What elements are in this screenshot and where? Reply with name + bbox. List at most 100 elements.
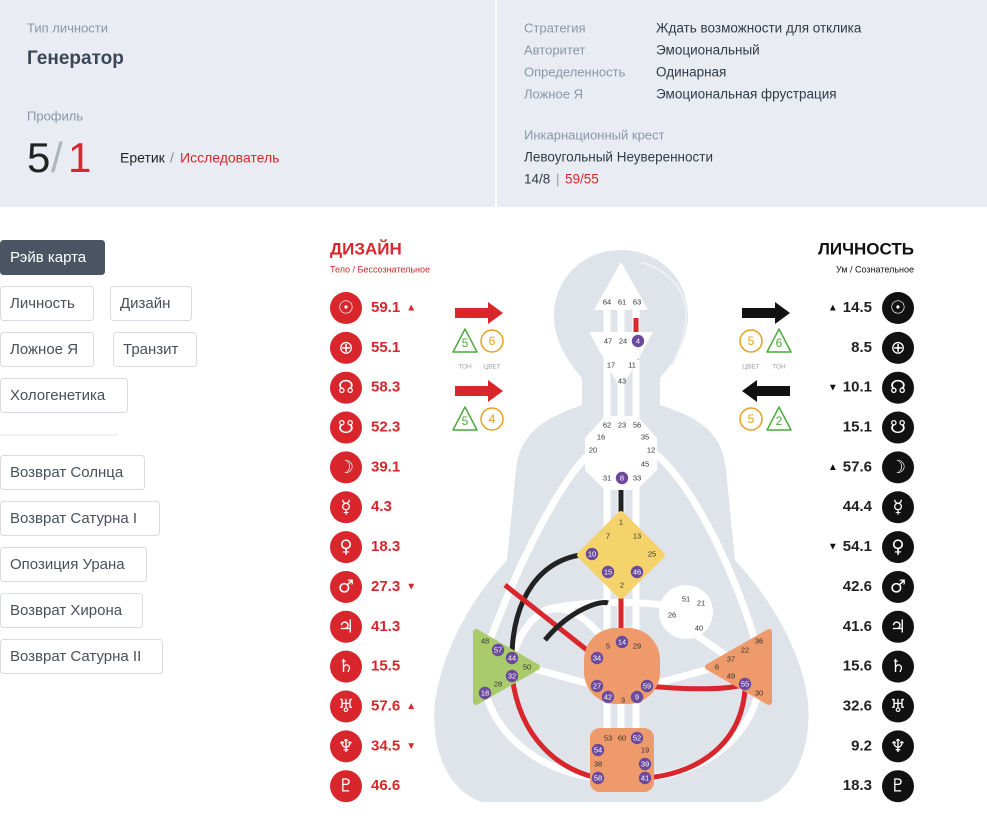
gate-number: 21	[697, 598, 705, 607]
menu-button[interactable]: Возврат Сатурна II	[0, 639, 163, 674]
personality-value: 10.1	[843, 379, 872, 396]
menu-button[interactable]: Личность	[0, 286, 94, 321]
design-planet-glyph: ☿	[340, 497, 351, 518]
button-label: Личность	[10, 295, 75, 312]
gate-number: 12	[647, 445, 655, 454]
menu-button[interactable]: Хологенетика	[0, 378, 128, 413]
gate-active-marker	[615, 635, 629, 649]
personality-value: 15.6	[843, 658, 872, 675]
menu: Рэйв карта Личность Дизайн Ложное Я Транзит Х…	[0, 240, 197, 674]
gate-active-marker	[631, 334, 645, 348]
color-circle	[480, 407, 504, 431]
tone-value: 5	[462, 336, 469, 350]
gate-number: 5	[606, 641, 610, 650]
tone-triangle	[452, 406, 478, 431]
design-value: 59.1	[371, 299, 400, 316]
button-label: Ложное Я	[10, 341, 78, 358]
personality-planet-icon	[882, 371, 914, 404]
design-planet-icon	[330, 770, 362, 803]
gate-number: 25	[648, 549, 656, 558]
ego-center	[659, 585, 713, 639]
personality-planet-glyph: ♅	[890, 696, 906, 717]
tone-value: 5	[462, 414, 469, 428]
gate-active-marker	[601, 690, 615, 704]
design-planet-icon	[330, 451, 362, 484]
personality-planet-icon	[882, 770, 914, 803]
personality-arrow	[742, 380, 790, 402]
gate-active-marker	[601, 565, 615, 579]
gate-active-marker	[585, 547, 599, 561]
solar-plexus-center	[705, 629, 772, 705]
menu-button[interactable]: Опозиция Урана	[0, 547, 147, 582]
type-label: Тип личности	[27, 20, 108, 35]
personality-arrow-mark: ▼	[828, 542, 838, 553]
menu-button[interactable]: Возврат Сатурна I	[0, 501, 160, 536]
personality-planet-icon	[882, 610, 914, 643]
color-circle	[480, 329, 504, 353]
channel	[523, 663, 601, 690]
gate-number: 52	[633, 733, 641, 742]
design-planet-glyph: ♂	[338, 576, 354, 597]
design-value: 4.3	[371, 498, 392, 515]
personality-planet-glyph: ⊕	[890, 337, 905, 358]
personality-value: 42.6	[843, 578, 872, 595]
color-label: ЦВЕТ	[483, 364, 500, 371]
gate-number: 14	[618, 637, 626, 646]
gate-number: 1	[619, 517, 623, 526]
menu-button[interactable]: Рэйв карта	[0, 240, 105, 275]
button-bg	[0, 593, 143, 628]
gate-number: 35	[641, 432, 649, 441]
gate-number: 9	[635, 692, 639, 701]
design-planet-glyph: ♄	[338, 656, 354, 677]
detail-label: Авторитет	[524, 42, 585, 57]
gate-number: 33	[633, 473, 641, 482]
menu-button[interactable]: Ложное Я	[0, 332, 94, 367]
color-circle	[739, 329, 763, 353]
button-bg	[0, 501, 160, 536]
head-center	[594, 262, 648, 310]
gate-number: 57	[494, 645, 502, 654]
profile-slash: /	[51, 134, 63, 181]
gate-number: 16	[597, 432, 605, 441]
gate-number: 46	[633, 567, 641, 576]
channel-active	[509, 551, 593, 659]
detail-label: Определенность	[524, 64, 626, 79]
design-planet-icon	[330, 610, 362, 643]
tone-label: ТОН	[458, 364, 472, 371]
button-label: Рэйв карта	[10, 249, 87, 266]
gate-number: 59	[643, 681, 651, 690]
gate-active-marker	[505, 651, 519, 665]
design-value: 57.6	[371, 697, 400, 714]
design-planet-glyph: ♇	[338, 776, 354, 797]
gate-number: 44	[508, 653, 516, 662]
gate-number: 32	[508, 671, 516, 680]
gate-number: 23	[618, 420, 626, 429]
gate-active-marker	[590, 651, 604, 665]
design-arrow-mark: ▲	[406, 701, 416, 712]
menu-button[interactable]: Дизайн	[110, 286, 192, 321]
personality-arrow	[742, 302, 790, 324]
button-label: Хологенетика	[10, 387, 106, 404]
design-arrow-mark: ▲	[406, 303, 416, 314]
personality-value: 14.5	[843, 299, 872, 316]
cross-name: Левоугольный Неуверенности	[524, 150, 713, 165]
gate-number: 18	[481, 688, 489, 697]
spleen-center	[473, 629, 540, 705]
design-planet-glyph: ♀	[339, 537, 352, 558]
type-value: Генератор	[27, 48, 124, 69]
color-value: 5	[748, 334, 755, 348]
details: Стратегия Ждать возможности для отклика Ав…	[524, 20, 862, 101]
channel-active	[509, 675, 599, 781]
planet-columns: ☉ 59.1 ▲ ⊕ 55.1 ☊ 58.3 ☋ 52.3 ☽ 39.1 ☿ 4.3 ♀ 18.3 ♂ 27.3…	[330, 292, 914, 803]
menu-button[interactable]: Транзит	[113, 332, 197, 367]
design-planet-icon	[330, 411, 362, 444]
menu-button[interactable]: Возврат Солнца	[0, 455, 145, 490]
design-arrow	[455, 302, 503, 324]
design-value: 55.1	[371, 339, 400, 356]
menu-button[interactable]: Возврат Хирона	[0, 593, 143, 628]
button-bg	[0, 455, 145, 490]
design-subtitle: Тело / Бессознательное	[330, 264, 430, 274]
design-value: 58.3	[371, 379, 400, 396]
gate-number: 56	[633, 420, 641, 429]
